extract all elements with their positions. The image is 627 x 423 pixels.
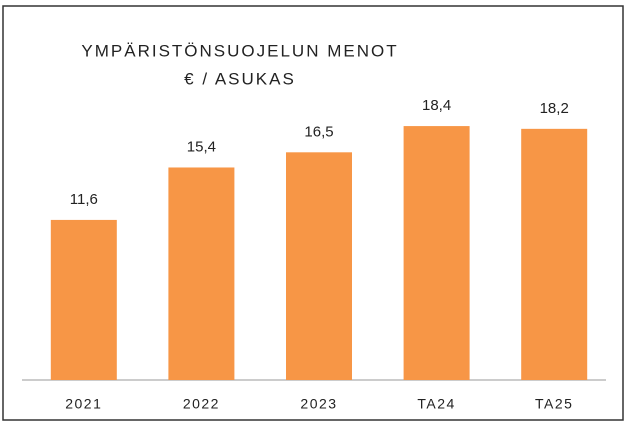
value-label: 15,4 (187, 138, 216, 155)
x-tick-label: TA25 (535, 396, 573, 412)
bar (168, 167, 235, 380)
value-label: 18,2 (540, 100, 569, 117)
chart-title: YMPÄRISTÖNSUOJELUN MENOT (81, 41, 398, 60)
value-label: 16,5 (304, 123, 333, 140)
value-label: 11,6 (70, 191, 98, 208)
bar (286, 152, 352, 380)
bar (50, 219, 117, 380)
x-tick-label: 2021 (65, 396, 102, 412)
chart-subtitle: € / ASUKAS (184, 69, 296, 88)
x-tick-label: 2022 (183, 396, 220, 412)
value-label: 18,4 (422, 97, 451, 114)
bar (403, 126, 470, 380)
x-tick-label: TA24 (417, 396, 455, 412)
x-tick-label: 2023 (300, 396, 337, 412)
bar (521, 128, 588, 380)
